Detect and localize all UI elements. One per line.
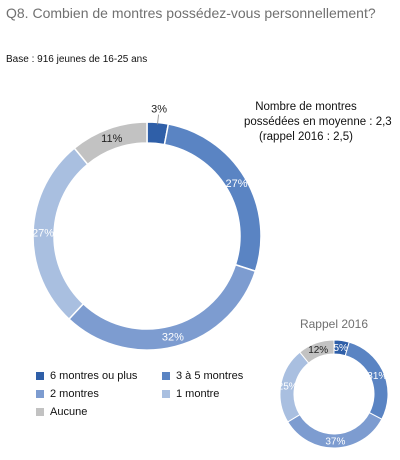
- donut-2019: [32, 121, 262, 351]
- donut-slice-5: [299, 339, 335, 364]
- legend-swatch: [36, 372, 44, 380]
- base-note: Base : 916 jeunes de 16-25 ans: [6, 54, 148, 65]
- data-label-5: 12%: [308, 345, 328, 356]
- data-label-3: 32%: [162, 332, 184, 344]
- data-label-4: 25%: [278, 381, 298, 392]
- data-label-4: 27%: [32, 228, 54, 240]
- legend-item-1: 1 montre: [162, 388, 219, 400]
- data-label-2: 27%: [226, 178, 248, 190]
- page-title: Q8. Combien de montres possédez-vous per…: [6, 5, 376, 21]
- average-note-line-1: Nombre de montres: [255, 101, 357, 113]
- data-label-3: 37%: [325, 436, 345, 447]
- donut-2016-title: Rappel 2016: [300, 317, 368, 331]
- legend-item-2: 2 montres: [36, 388, 99, 400]
- legend-swatch: [36, 390, 44, 398]
- data-label-5: 11%: [101, 133, 122, 145]
- leader-line: [157, 114, 159, 125]
- average-note-line-2: possédées en moyenne : 2,3: [244, 116, 392, 128]
- donut-2019-labels: 3% 27% 32% 27% 11%: [32, 103, 248, 343]
- legend-item-none: Aucune: [36, 406, 87, 418]
- donut-slice-2: [163, 123, 262, 273]
- legend-swatch: [162, 372, 170, 380]
- data-label-2: 31%: [367, 371, 387, 382]
- legend-label: 1 montre: [176, 388, 220, 400]
- legend-label: 6 montres ou plus: [50, 370, 138, 382]
- legend-label: Aucune: [50, 406, 88, 418]
- donut-slice-5: [73, 121, 148, 166]
- average-note: Nombre de montres possédées en moyenne :…: [244, 100, 392, 145]
- legend-swatch: [162, 390, 170, 398]
- average-note-line-3: (rappel 2016 : 2,5): [259, 131, 353, 143]
- legend-item-6-plus: 6 montres ou plus: [36, 370, 137, 382]
- legend-label: 2 montres: [50, 388, 99, 400]
- donut-2016-labels: 5% 31% 37% 25% 12%: [278, 343, 388, 448]
- data-label-1: 3%: [151, 103, 167, 115]
- legend-item-3-5: 3 à 5 montres: [162, 370, 243, 382]
- data-label-1: 5%: [333, 343, 348, 354]
- donut-2016: [279, 339, 389, 449]
- legend-swatch: [36, 408, 44, 416]
- legend-label: 3 à 5 montres: [176, 370, 244, 382]
